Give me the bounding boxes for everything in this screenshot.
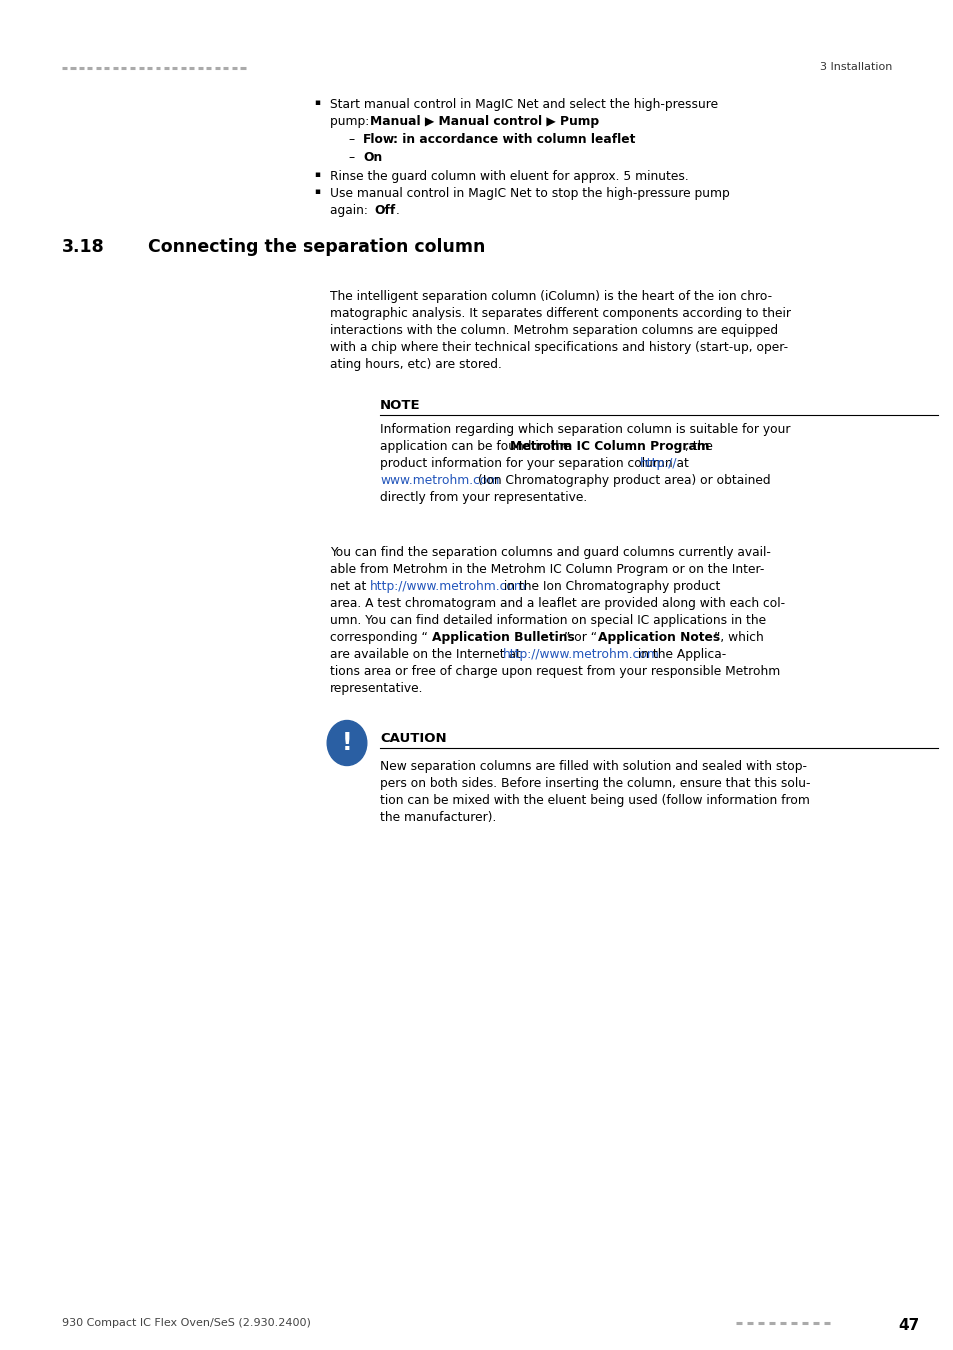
- Text: pump:: pump:: [330, 115, 373, 128]
- Text: Rinse the guard column with eluent for approx. 5 minutes.: Rinse the guard column with eluent for a…: [330, 170, 688, 184]
- Text: http://: http://: [639, 458, 677, 470]
- Text: product information for your separation column at: product information for your separation …: [379, 458, 692, 470]
- Text: ” or “: ” or “: [563, 630, 597, 644]
- Text: again:: again:: [330, 204, 372, 217]
- Text: 3.18: 3.18: [62, 238, 105, 256]
- Text: area. A test chromatogram and a leaflet are provided along with each col-: area. A test chromatogram and a leaflet …: [330, 597, 784, 610]
- Text: pers on both sides. Before inserting the column, ensure that this solu-: pers on both sides. Before inserting the…: [379, 778, 810, 790]
- Text: !: !: [341, 730, 352, 755]
- Text: CAUTION: CAUTION: [379, 732, 446, 745]
- Text: application can be found in the: application can be found in the: [379, 440, 574, 454]
- Text: i: i: [342, 400, 351, 423]
- Text: New separation columns are filled with solution and sealed with stop-: New separation columns are filled with s…: [379, 760, 806, 774]
- Text: ”, which: ”, which: [713, 630, 763, 644]
- Text: corresponding “: corresponding “: [330, 630, 428, 644]
- Text: Manual ▶ Manual control ▶ Pump: Manual ▶ Manual control ▶ Pump: [370, 115, 598, 128]
- Text: 3 Installation: 3 Installation: [819, 62, 891, 72]
- Text: Connecting the separation column: Connecting the separation column: [148, 238, 485, 256]
- Text: , the: , the: [684, 440, 712, 454]
- Text: NOTE: NOTE: [379, 400, 420, 412]
- Text: net at: net at: [330, 580, 370, 593]
- Text: Flow: Flow: [363, 134, 395, 146]
- Text: –: –: [348, 151, 354, 163]
- Text: Metrohm IC Column Program: Metrohm IC Column Program: [510, 440, 709, 454]
- Text: in the Ion Chromatography product: in the Ion Chromatography product: [499, 580, 720, 593]
- Text: with a chip where their technical specifications and history (start-up, oper-: with a chip where their technical specif…: [330, 342, 787, 354]
- Text: Start manual control in MagIC Net and select the high-pressure: Start manual control in MagIC Net and se…: [330, 99, 718, 111]
- Text: You can find the separation columns and guard columns currently avail-: You can find the separation columns and …: [330, 545, 770, 559]
- Text: interactions with the column. Metrohm separation columns are equipped: interactions with the column. Metrohm se…: [330, 324, 778, 338]
- Text: the manufacturer).: the manufacturer).: [379, 811, 496, 824]
- Text: On: On: [363, 151, 382, 163]
- Text: http://www.metrohm.com: http://www.metrohm.com: [502, 648, 659, 662]
- Text: ▪: ▪: [314, 188, 320, 196]
- Text: in the Applica-: in the Applica-: [634, 648, 725, 662]
- Text: Use manual control in MagIC Net to stop the high-pressure pump: Use manual control in MagIC Net to stop …: [330, 188, 729, 200]
- Text: The intelligent separation column (iColumn) is the heart of the ion chro-: The intelligent separation column (iColu…: [330, 290, 771, 302]
- Text: ▪: ▪: [314, 170, 320, 180]
- Text: ▪: ▪: [314, 99, 320, 107]
- Text: Application Notes: Application Notes: [598, 630, 720, 644]
- Text: representative.: representative.: [330, 682, 423, 695]
- Text: matographic analysis. It separates different components according to their: matographic analysis. It separates diffe…: [330, 306, 790, 320]
- Text: Application Bulletins: Application Bulletins: [432, 630, 574, 644]
- Text: able from Metrohm in the Metrohm IC Column Program or on the Inter-: able from Metrohm in the Metrohm IC Colu…: [330, 563, 763, 576]
- Text: ating hours, etc) are stored.: ating hours, etc) are stored.: [330, 358, 501, 371]
- Text: 47: 47: [897, 1318, 919, 1332]
- Text: www.metrohm.com: www.metrohm.com: [379, 474, 498, 487]
- Text: .: .: [395, 204, 399, 217]
- Text: tions area or free of charge upon request from your responsible Metrohm: tions area or free of charge upon reques…: [330, 666, 780, 678]
- Text: : in accordance with column leaflet: : in accordance with column leaflet: [393, 134, 635, 146]
- Text: umn. You can find detailed information on special IC applications in the: umn. You can find detailed information o…: [330, 614, 765, 626]
- Text: 930 Compact IC Flex Oven/SeS (2.930.2400): 930 Compact IC Flex Oven/SeS (2.930.2400…: [62, 1318, 311, 1328]
- Text: tion can be mixed with the eluent being used (follow information from: tion can be mixed with the eluent being …: [379, 794, 809, 807]
- Text: (Ion Chromatography product area) or obtained: (Ion Chromatography product area) or obt…: [477, 474, 770, 487]
- Text: are available on the Internet at: are available on the Internet at: [330, 648, 524, 662]
- Text: –: –: [348, 134, 354, 146]
- Text: Off: Off: [374, 204, 395, 217]
- Text: http://www.metrohm.com: http://www.metrohm.com: [370, 580, 526, 593]
- Text: Information regarding which separation column is suitable for your: Information regarding which separation c…: [379, 423, 790, 436]
- Text: directly from your representative.: directly from your representative.: [379, 491, 587, 504]
- Circle shape: [327, 721, 366, 765]
